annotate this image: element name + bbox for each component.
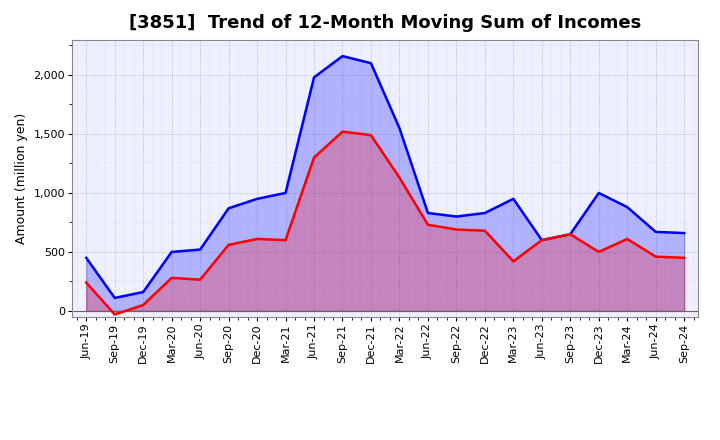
Net Income: [566, 231, 575, 237]
Ordinary Income: [338, 54, 347, 59]
Net Income: [82, 280, 91, 285]
Ordinary Income: [566, 231, 575, 237]
Title: [3851]  Trend of 12-Month Moving Sum of Incomes: [3851] Trend of 12-Month Moving Sum of I…: [129, 15, 642, 33]
Ordinary Income: [509, 196, 518, 202]
Net Income: [509, 259, 518, 264]
Ordinary Income: [282, 191, 290, 196]
Ordinary Income: [595, 191, 603, 196]
Ordinary Income: [82, 255, 91, 260]
Ordinary Income: [480, 210, 489, 216]
Ordinary Income: [395, 125, 404, 131]
Net Income: [423, 222, 432, 227]
Y-axis label: Amount (million yen): Amount (million yen): [15, 113, 28, 244]
Net Income: [366, 132, 375, 138]
Net Income: [225, 242, 233, 247]
Line: Ordinary Income: Ordinary Income: [86, 56, 684, 298]
Ordinary Income: [310, 75, 318, 80]
Ordinary Income: [680, 231, 688, 236]
Ordinary Income: [110, 295, 119, 301]
Net Income: [110, 312, 119, 317]
Net Income: [623, 236, 631, 242]
Ordinary Income: [167, 249, 176, 255]
Net Income: [253, 236, 261, 242]
Ordinary Income: [196, 247, 204, 252]
Net Income: [139, 302, 148, 308]
Ordinary Income: [423, 210, 432, 216]
Net Income: [338, 129, 347, 134]
Net Income: [196, 277, 204, 282]
Net Income: [537, 238, 546, 243]
Net Income: [167, 275, 176, 281]
Net Income: [652, 254, 660, 259]
Net Income: [680, 255, 688, 260]
Net Income: [395, 175, 404, 180]
Ordinary Income: [652, 229, 660, 235]
Ordinary Income: [139, 290, 148, 295]
Net Income: [480, 228, 489, 233]
Ordinary Income: [366, 61, 375, 66]
Line: Net Income: Net Income: [86, 132, 684, 315]
Ordinary Income: [452, 214, 461, 219]
Net Income: [452, 227, 461, 232]
Ordinary Income: [537, 238, 546, 243]
Ordinary Income: [253, 196, 261, 202]
Net Income: [595, 249, 603, 255]
Ordinary Income: [225, 205, 233, 211]
Ordinary Income: [623, 205, 631, 210]
Net Income: [310, 155, 318, 160]
Net Income: [282, 238, 290, 243]
